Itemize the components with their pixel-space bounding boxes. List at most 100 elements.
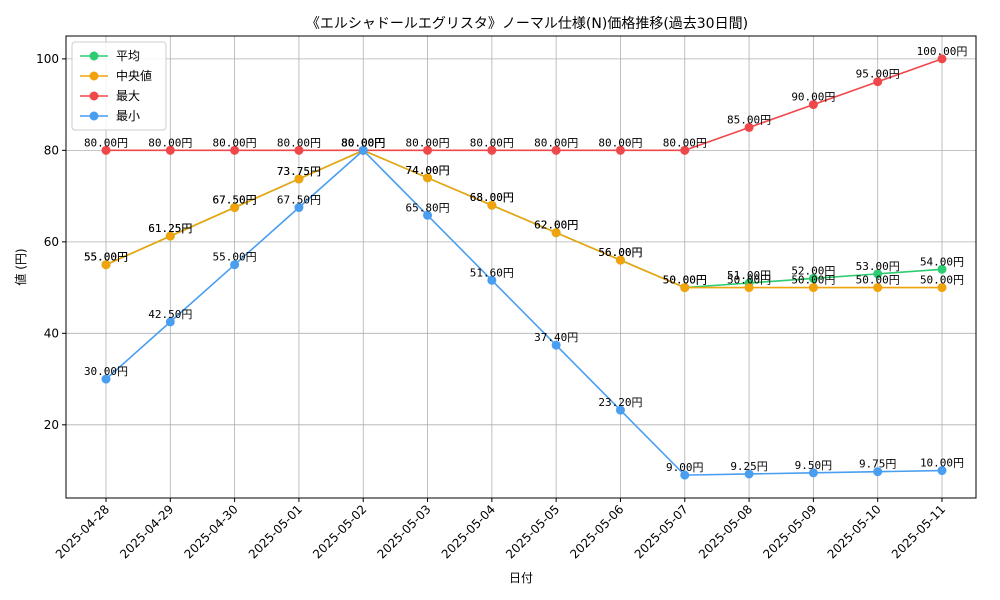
- y-tick-label: 80: [44, 143, 59, 157]
- legend-box: [71, 41, 167, 131]
- plot-frame: [65, 35, 977, 499]
- data-point: [615, 145, 625, 155]
- data-label: 50.00円: [856, 274, 900, 287]
- series-layer: [101, 54, 947, 480]
- data-point: [937, 466, 947, 476]
- data-label: 68.00円: [470, 191, 514, 204]
- x-tick-label: 2025-05-03: [374, 502, 433, 561]
- data-label: 80.00円: [341, 136, 385, 149]
- y-axis-ticks: 20 40 60 80 100: [36, 52, 66, 432]
- data-point: [294, 145, 304, 155]
- data-label: 90.00円: [791, 91, 835, 104]
- x-axis-ticks: 2025-04-28 2025-04-29 2025-04-30 2025-05-01…: [53, 498, 948, 561]
- x-tick-label: 2025-05-02: [310, 502, 369, 561]
- data-point: [423, 145, 433, 155]
- data-point: [808, 273, 818, 283]
- data-label: 42.50円: [148, 308, 192, 321]
- data-point: [487, 145, 497, 155]
- data-point: [744, 283, 754, 293]
- data-point: [873, 283, 883, 293]
- data-point: [808, 283, 818, 293]
- data-label: 80.00円: [213, 136, 257, 149]
- x-tick-label: 2025-05-05: [503, 502, 562, 561]
- data-point: [873, 77, 883, 87]
- data-label: 74.00円: [405, 164, 449, 177]
- data-point: [423, 210, 433, 220]
- data-point: [358, 145, 368, 155]
- data-point: [101, 145, 111, 155]
- data-label: 73.75円: [277, 165, 321, 178]
- data-label: 30.00円: [84, 365, 128, 378]
- data-point: [744, 469, 754, 479]
- legend-swatch-marker: [89, 111, 99, 121]
- data-point: [551, 145, 561, 155]
- data-label: 50.00円: [663, 274, 707, 287]
- y-tick-label: 20: [44, 418, 59, 432]
- x-tick-label: 2025-04-28: [53, 502, 112, 561]
- data-point: [101, 374, 111, 384]
- y-axis-title: 値 (円): [13, 248, 28, 285]
- data-point: [937, 54, 947, 64]
- data-point: [744, 122, 754, 132]
- legend-swatch-marker: [89, 91, 99, 101]
- data-label: 80.00円: [663, 136, 707, 149]
- data-label: 68.00円: [470, 191, 514, 204]
- x-tick-label: 2025-04-30: [182, 502, 241, 561]
- data-point: [551, 228, 561, 238]
- data-label: 80.00円: [405, 136, 449, 149]
- x-tick-label: 2025-05-11: [889, 502, 948, 561]
- x-tick-label: 2025-05-07: [632, 502, 691, 561]
- data-label: 54.00円: [920, 255, 964, 268]
- legend-label: 平均: [116, 49, 140, 63]
- data-point: [294, 174, 304, 184]
- data-point: [101, 260, 111, 270]
- x-tick-label: 2025-05-09: [760, 502, 819, 561]
- data-label: 50.00円: [663, 274, 707, 287]
- series-line: [105, 149, 942, 289]
- data-label: 62.00円: [534, 219, 578, 232]
- data-point: [487, 200, 497, 210]
- data-label: 80.00円: [277, 136, 321, 149]
- data-label: 65.80円: [405, 201, 449, 214]
- data-label: 37.40円: [534, 331, 578, 344]
- data-label: 67.50円: [277, 194, 321, 207]
- data-label: 9.25円: [730, 460, 768, 473]
- data-point: [873, 467, 883, 477]
- data-point: [294, 203, 304, 213]
- data-label: 55.00円: [213, 251, 257, 264]
- data-label: 9.00円: [666, 461, 704, 474]
- data-point: [873, 269, 883, 279]
- data-point: [680, 283, 690, 293]
- legend-swatch-marker: [89, 71, 99, 81]
- chart-title: 《エルシャドールエグリスタ》ノーマル仕様(N)価格推移(過去30日間): [306, 16, 748, 32]
- data-label: 50.00円: [920, 274, 964, 287]
- data-label: 74.00円: [405, 164, 449, 177]
- grid: [66, 36, 976, 498]
- data-label: 62.00円: [534, 219, 578, 232]
- series-line: [106, 58, 943, 152]
- data-point: [615, 255, 625, 265]
- data-point: [230, 145, 240, 155]
- y-tick-label: 60: [44, 235, 59, 249]
- y-tick-label: 100: [36, 52, 59, 66]
- data-point: [165, 231, 175, 241]
- legend-label: 最大: [116, 89, 140, 103]
- data-point: [808, 468, 818, 478]
- series-line: [105, 149, 943, 476]
- data-labels: 55.00円 61.25円 67.50円 73.75円 80.00円 74.00円 68.0…: [84, 45, 967, 474]
- data-point: [615, 405, 625, 415]
- data-label: 23.20円: [598, 396, 642, 409]
- data-point: [423, 173, 433, 183]
- data-label: 80.00円: [341, 136, 385, 149]
- legend-label: 中央値: [116, 68, 152, 83]
- data-label: 80.00円: [534, 136, 578, 149]
- data-point: [230, 203, 240, 213]
- legend-swatch-marker: [89, 51, 99, 61]
- data-label: 50.00円: [791, 274, 835, 287]
- data-label: 9.75円: [859, 458, 897, 471]
- data-label: 85.00円: [727, 113, 771, 126]
- data-label: 73.75円: [277, 165, 321, 178]
- data-label: 52.00円: [791, 264, 835, 277]
- x-tick-label: 2025-05-04: [439, 502, 498, 561]
